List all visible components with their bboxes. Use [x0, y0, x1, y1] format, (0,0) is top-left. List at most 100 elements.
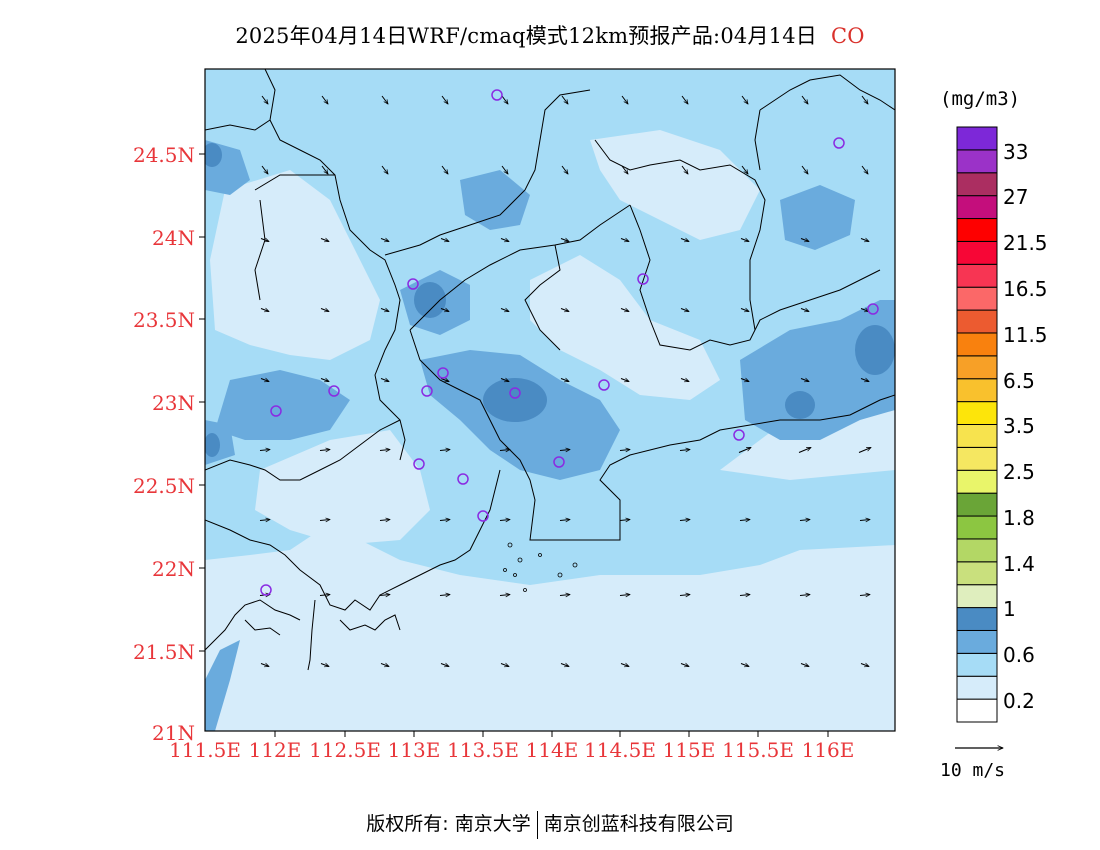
lat-label: 24N [152, 226, 195, 250]
wind-arrow [620, 664, 629, 667]
colorbar-label: 0.6 [1003, 643, 1035, 667]
colorbar-label: 1.8 [1003, 506, 1035, 530]
colorbar-label: 27 [1003, 185, 1029, 209]
wind-arrow [860, 239, 869, 242]
lat-label: 23.5N [132, 308, 195, 332]
station-marker [328, 385, 340, 397]
station-marker [867, 303, 879, 315]
wind-arrow [620, 379, 629, 382]
wind-arrow [319, 520, 330, 521]
lon-label: 112E [248, 738, 302, 762]
wind-arrow [559, 520, 570, 521]
colorbar-swatch [956, 561, 998, 586]
station-marker [260, 584, 272, 596]
lon-label: 114E [525, 738, 579, 762]
map-plot-area [205, 69, 895, 731]
wind-arrow [439, 450, 450, 451]
wind-arrow [381, 165, 388, 174]
colorbar-swatch [956, 538, 998, 563]
wind-arrow [440, 379, 449, 382]
wind-arrow [619, 520, 630, 521]
wind-arrow [559, 595, 570, 596]
islands [503, 542, 578, 592]
station-marker [407, 278, 419, 290]
wind-arrow [560, 309, 569, 312]
wind-arrow [260, 309, 269, 312]
station-marker [509, 387, 521, 399]
axis-ticks [199, 153, 829, 737]
wind-arrow [800, 239, 809, 242]
colorbar-swatch [956, 218, 998, 242]
colorbar-swatch [956, 263, 998, 288]
wind-arrow [859, 520, 870, 521]
colorbar-label: 0.2 [1003, 689, 1035, 713]
wind-arrow [861, 95, 868, 104]
wind-arrow [440, 239, 449, 242]
wind-arrow [259, 520, 270, 521]
wind-arrow [679, 450, 690, 451]
wind-arrow [381, 95, 388, 104]
wind-arrow [499, 595, 510, 596]
wind-arrow [439, 520, 450, 521]
lon-label: 113E [387, 738, 441, 762]
lat-label: 22N [152, 557, 195, 581]
lat-label: 23N [152, 391, 195, 415]
wind-arrow [379, 450, 390, 451]
wind-arrow [320, 309, 329, 312]
wind-arrow [320, 664, 329, 667]
station-marker [637, 273, 649, 285]
colorbar-swatch [956, 149, 998, 174]
wind-arrow [260, 379, 269, 382]
wind-arrow [320, 379, 329, 382]
wind-arrow [561, 165, 568, 174]
colorbar-swatch [956, 309, 998, 334]
concentration-zone-peak [205, 143, 895, 457]
wind-arrow [380, 309, 389, 312]
colorbar-label: 1 [1003, 597, 1016, 621]
colorbar-swatch [956, 286, 998, 311]
wind-arrow [501, 95, 508, 104]
wind-arrow [799, 595, 810, 596]
wind-arrow [380, 664, 389, 667]
wind-arrow [801, 165, 808, 174]
wind-arrow [801, 95, 808, 104]
colorbar-label: 21.5 [1003, 231, 1048, 255]
colorbar-swatch [956, 607, 998, 631]
wind-arrow [439, 595, 450, 596]
chart-title: 2025年04月14日WRF/cmaq模式12km预报产品:04月14日 CO [0, 20, 1100, 50]
concentration-zone-low-ne [590, 130, 760, 240]
wind-arrow [319, 595, 330, 596]
wind-arrow [440, 309, 449, 312]
monitoring-stations [260, 89, 879, 596]
wind-arrow [861, 165, 868, 174]
wind-arrow [261, 95, 268, 104]
wind-arrow [738, 448, 751, 453]
station-marker [491, 89, 503, 101]
wind-arrow [739, 595, 750, 596]
station-marker [437, 367, 449, 379]
station-marker [457, 473, 469, 485]
wind-arrow [741, 95, 748, 104]
wind-arrow [441, 95, 448, 104]
colorbar-swatch [956, 469, 998, 494]
wind-arrow [858, 448, 871, 453]
colorbar-swatch [956, 446, 998, 471]
wind-arrow [441, 165, 448, 174]
wind-arrow [499, 520, 510, 521]
colorbar-swatch [956, 584, 998, 609]
wind-arrow [500, 309, 509, 312]
wind-arrow [860, 379, 869, 382]
wind-arrow [499, 450, 510, 451]
colorbar-label: 1.4 [1003, 552, 1035, 576]
wind-arrow [681, 165, 688, 174]
wind-arrow [681, 95, 688, 104]
station-marker [413, 458, 425, 470]
wind-arrow [560, 239, 569, 242]
plot-frame [204, 68, 896, 732]
lat-label: 21N [152, 721, 195, 745]
wind-arrow [620, 239, 629, 242]
station-marker [477, 510, 489, 522]
wind-arrow [800, 664, 809, 667]
wind-arrow [740, 239, 749, 242]
colorbar-swatch [956, 172, 998, 197]
